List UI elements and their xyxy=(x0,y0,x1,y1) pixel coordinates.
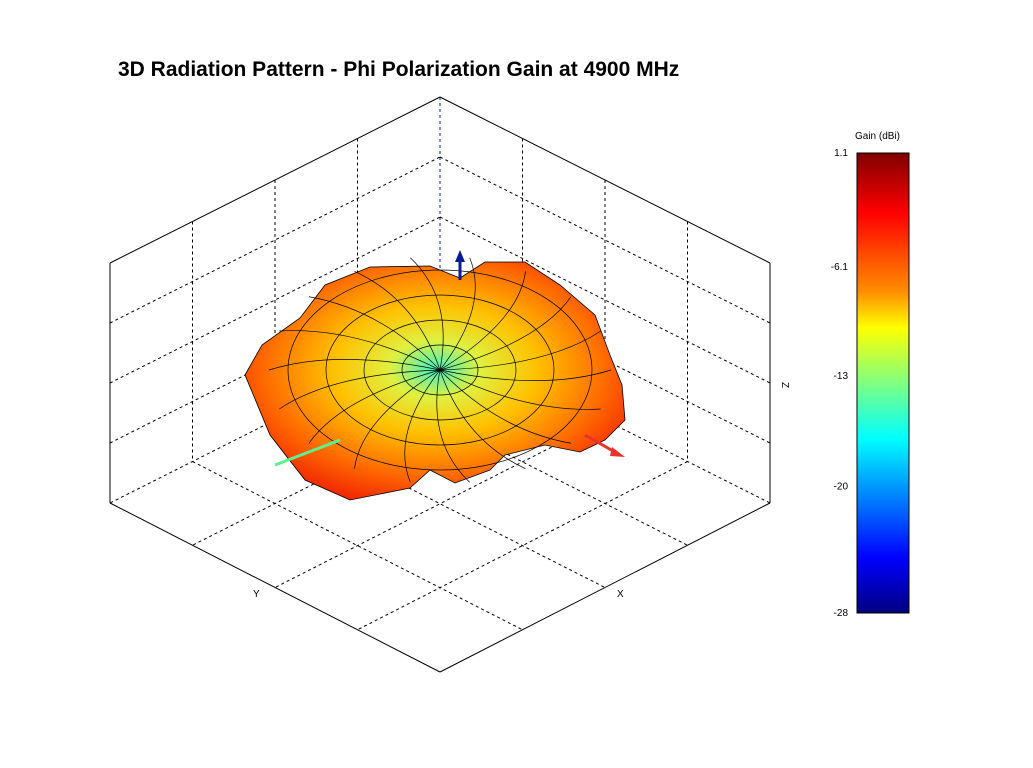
mesh-line xyxy=(439,369,612,381)
colorbar-tick-label: -6.1 xyxy=(831,262,849,273)
grid-line xyxy=(192,461,523,631)
grid-line xyxy=(274,419,606,588)
grid-line xyxy=(109,216,441,384)
radiation-surface xyxy=(244,257,626,501)
axis-arrows xyxy=(274,250,625,467)
grid-line xyxy=(357,461,688,631)
mesh-line xyxy=(354,270,441,371)
colorbar-label: Gain (dBi) xyxy=(855,131,900,142)
mesh-line xyxy=(436,369,470,483)
mesh-line xyxy=(439,369,572,444)
mesh-line xyxy=(279,330,441,371)
mesh-line xyxy=(439,369,526,470)
mesh-line xyxy=(439,271,526,371)
mesh-line xyxy=(308,296,441,371)
z-axis-label: Z xyxy=(779,382,790,388)
mesh-line xyxy=(439,296,572,371)
z-arrow-head xyxy=(455,250,465,262)
mesh-line xyxy=(404,369,441,483)
mesh-ring xyxy=(287,269,593,471)
mesh-ring xyxy=(401,344,479,396)
colorbar-tick-label: -20 xyxy=(834,482,849,493)
mesh-line xyxy=(354,369,441,469)
colorbar-tick-label: -28 xyxy=(834,608,849,619)
mesh-line xyxy=(410,257,444,371)
mesh-line xyxy=(268,359,441,371)
mesh-line xyxy=(439,330,601,371)
y-axis-label: Y xyxy=(253,589,260,600)
box-edge xyxy=(439,502,771,673)
grid-line xyxy=(439,156,771,324)
mesh-line xyxy=(308,369,441,444)
colorbar: Gain (dBi) 1.1 -6.1 -13 -20 -28 xyxy=(831,131,910,619)
mesh-line xyxy=(279,369,441,410)
y-arrow xyxy=(274,438,341,467)
colorbar-tick-label: 1.1 xyxy=(834,148,848,159)
chart-title: 3D Radiation Pattern - Phi Polarization … xyxy=(118,58,680,81)
mesh-ring xyxy=(325,294,555,446)
colorbar-tick-label: -13 xyxy=(834,371,849,382)
mesh-ring xyxy=(363,319,517,421)
box-edge xyxy=(109,502,441,673)
grid-line xyxy=(439,216,771,384)
mesh-line xyxy=(439,257,476,371)
grid-line xyxy=(109,156,441,324)
mesh-line xyxy=(439,369,601,410)
x-axis-label: X xyxy=(617,589,624,600)
